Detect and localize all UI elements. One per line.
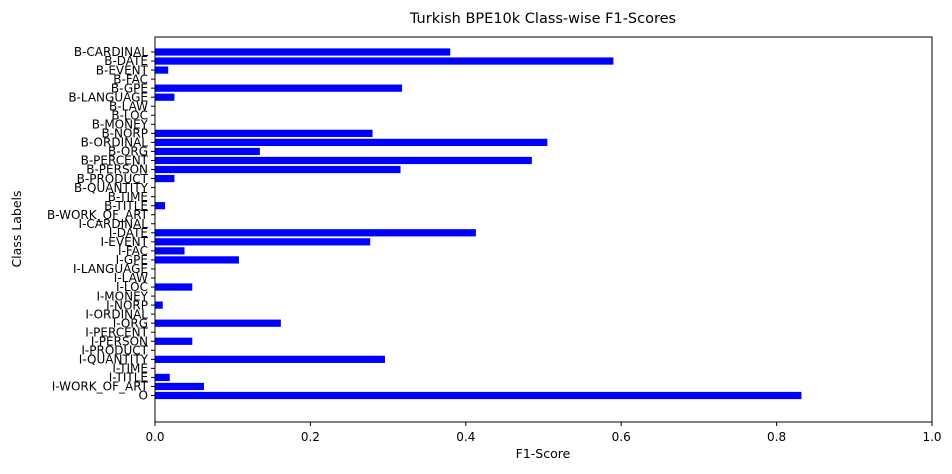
y-tick-label: I-ORDINAL xyxy=(85,307,148,321)
bar-b-percent xyxy=(155,156,532,165)
x-tick-label: 1.0 xyxy=(922,430,941,444)
y-tick-label: B-PERSON xyxy=(86,163,148,177)
bar-b-gpe xyxy=(155,84,403,92)
y-tick-label: B-PRODUCT xyxy=(77,172,149,186)
bar-b-product xyxy=(155,174,175,183)
y-tick-label: B-ORG xyxy=(108,145,148,159)
y-tick-label: I-WORK_OF_ART xyxy=(52,380,149,394)
y-tick-label: I-LANGUAGE xyxy=(73,262,148,276)
y-tick-label: I-EVENT xyxy=(100,235,148,249)
bar-b-ordinal xyxy=(155,138,548,147)
bar-b-cardinal xyxy=(155,48,451,56)
y-tick-label: B-WORK_OF_ART xyxy=(47,208,149,222)
y-tick-label: B-LAW xyxy=(109,99,148,113)
y-tick-label: B-PERCENT xyxy=(81,154,149,168)
y-tick-label: B-DATE xyxy=(104,54,148,68)
bar-b-org xyxy=(155,147,260,156)
bar-i-event xyxy=(155,238,371,246)
y-axis-ticks: B-CARDINALB-DATEB-EVENTB-FACB-GPEB-LANGU… xyxy=(47,45,155,403)
y-tick-label: B-QUANTITY xyxy=(74,181,149,195)
y-tick-label: B-TIME xyxy=(108,190,148,204)
bar-i-quantity xyxy=(155,355,385,363)
x-tick-label: 0.8 xyxy=(767,430,786,444)
y-tick-label: I-DATE xyxy=(109,226,148,240)
bar-i-work-of-art xyxy=(155,382,204,391)
bar-i-person xyxy=(155,337,193,345)
bar-i-title xyxy=(155,373,170,382)
y-tick-label: I-FAC xyxy=(118,244,148,258)
x-tick-label: 0.4 xyxy=(456,430,475,444)
y-tick-label: I-ORG xyxy=(113,316,148,330)
y-tick-label: B-LOC xyxy=(111,108,148,122)
bar-i-fac xyxy=(155,247,185,255)
bar-b-event xyxy=(155,66,169,74)
x-axis-label: F1-Score xyxy=(516,446,571,461)
bar-i-gpe xyxy=(155,256,239,264)
y-tick-label: I-TITLE xyxy=(109,371,148,385)
y-tick-label: I-GPE xyxy=(116,253,148,267)
y-tick-label: I-QUANTITY xyxy=(79,353,149,367)
y-tick-label: B-NORP xyxy=(101,127,148,141)
x-tick-label: 0.6 xyxy=(612,430,631,444)
y-tick-label: B-CARDINAL xyxy=(74,45,148,59)
y-tick-label: B-TITLE xyxy=(104,199,148,213)
bar-o xyxy=(155,391,802,400)
bars-layer xyxy=(155,48,802,400)
bar-b-title xyxy=(155,202,166,210)
y-axis-label: Class Labels xyxy=(9,190,24,267)
y-tick-label: I-PERSON xyxy=(91,334,148,348)
y-tick-label: B-GPE xyxy=(111,81,148,95)
y-tick-label: O xyxy=(139,389,148,403)
y-tick-label: B-LANGUAGE xyxy=(68,90,148,104)
y-tick-label: I-PRODUCT xyxy=(81,344,148,358)
y-tick-label: I-MONEY xyxy=(96,289,148,303)
bar-i-loc xyxy=(155,283,193,291)
y-tick-label: I-LOC xyxy=(116,280,148,294)
bar-b-language xyxy=(155,93,175,101)
bar-i-date xyxy=(155,229,476,237)
bar-b-person xyxy=(155,165,401,174)
bar-b-date xyxy=(155,57,614,65)
y-tick-label: I-CARDINAL xyxy=(79,217,149,231)
bar-i-norp xyxy=(155,301,163,309)
x-tick-label: 0.0 xyxy=(145,430,164,444)
plot-frame xyxy=(154,36,933,423)
x-axis-ticks: 0.0 0.2 0.4 0.6 0.8 1.0 xyxy=(145,422,942,444)
y-tick-label: B-EVENT xyxy=(96,63,149,77)
y-tick-label: I-PERCENT xyxy=(85,325,148,339)
y-tick-label: B-MONEY xyxy=(92,118,149,132)
bar-b-norp xyxy=(155,129,373,137)
y-tick-label: B-FAC xyxy=(113,72,148,86)
y-tick-label: B-ORDINAL xyxy=(81,136,149,150)
y-tick-label: I-TIME xyxy=(112,362,148,376)
chart-title: Turkish BPE10k Class-wise F1-Scores xyxy=(409,11,676,27)
y-tick-label: I-NORP xyxy=(106,298,148,312)
bar-i-org xyxy=(155,319,281,327)
y-tick-label: I-LAW xyxy=(114,271,148,285)
x-tick-label: 0.2 xyxy=(301,430,320,444)
